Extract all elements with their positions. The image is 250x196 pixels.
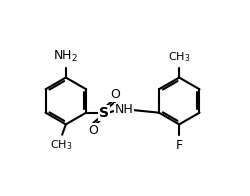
Text: F: F <box>176 139 183 152</box>
Text: O: O <box>110 88 120 101</box>
Text: S: S <box>99 106 109 120</box>
Text: CH$_3$: CH$_3$ <box>168 50 190 64</box>
Text: O: O <box>88 124 98 137</box>
Text: CH$_3$: CH$_3$ <box>50 139 73 152</box>
Text: NH$_2$: NH$_2$ <box>53 49 78 64</box>
Text: NH: NH <box>115 103 134 116</box>
